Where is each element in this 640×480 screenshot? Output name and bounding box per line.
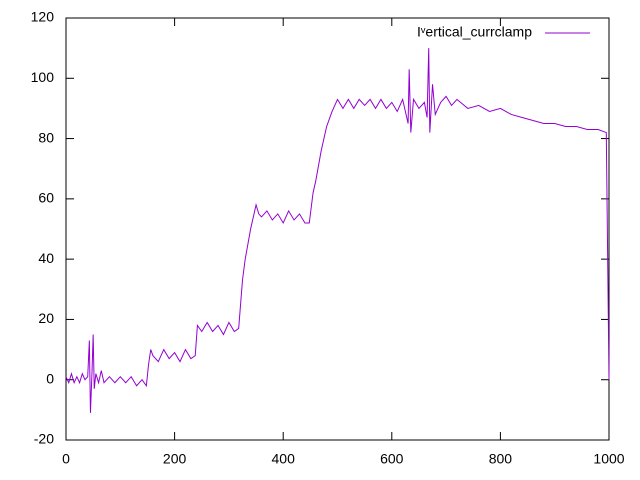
y-tick-label: -20 <box>34 431 54 447</box>
legend-label: Iᵛertical_currclamp <box>417 24 532 40</box>
x-tick-label: 1000 <box>593 451 624 467</box>
y-tick-label: 40 <box>38 250 54 266</box>
data-line <box>65 48 610 413</box>
x-tick-label: 600 <box>380 451 404 467</box>
y-tick-label: 120 <box>31 9 55 25</box>
x-tick-label: 200 <box>163 451 187 467</box>
x-tick-label: 0 <box>62 451 70 467</box>
plot-frame <box>65 17 610 441</box>
x-tick-label: 800 <box>489 451 513 467</box>
y-tick-label: 80 <box>38 129 54 145</box>
y-tick-label: 0 <box>46 370 54 386</box>
y-tick-label: 100 <box>31 69 55 85</box>
x-tick-label: 400 <box>272 451 296 467</box>
y-tick-label: 20 <box>38 310 54 326</box>
y-tick-label: 60 <box>38 190 54 206</box>
